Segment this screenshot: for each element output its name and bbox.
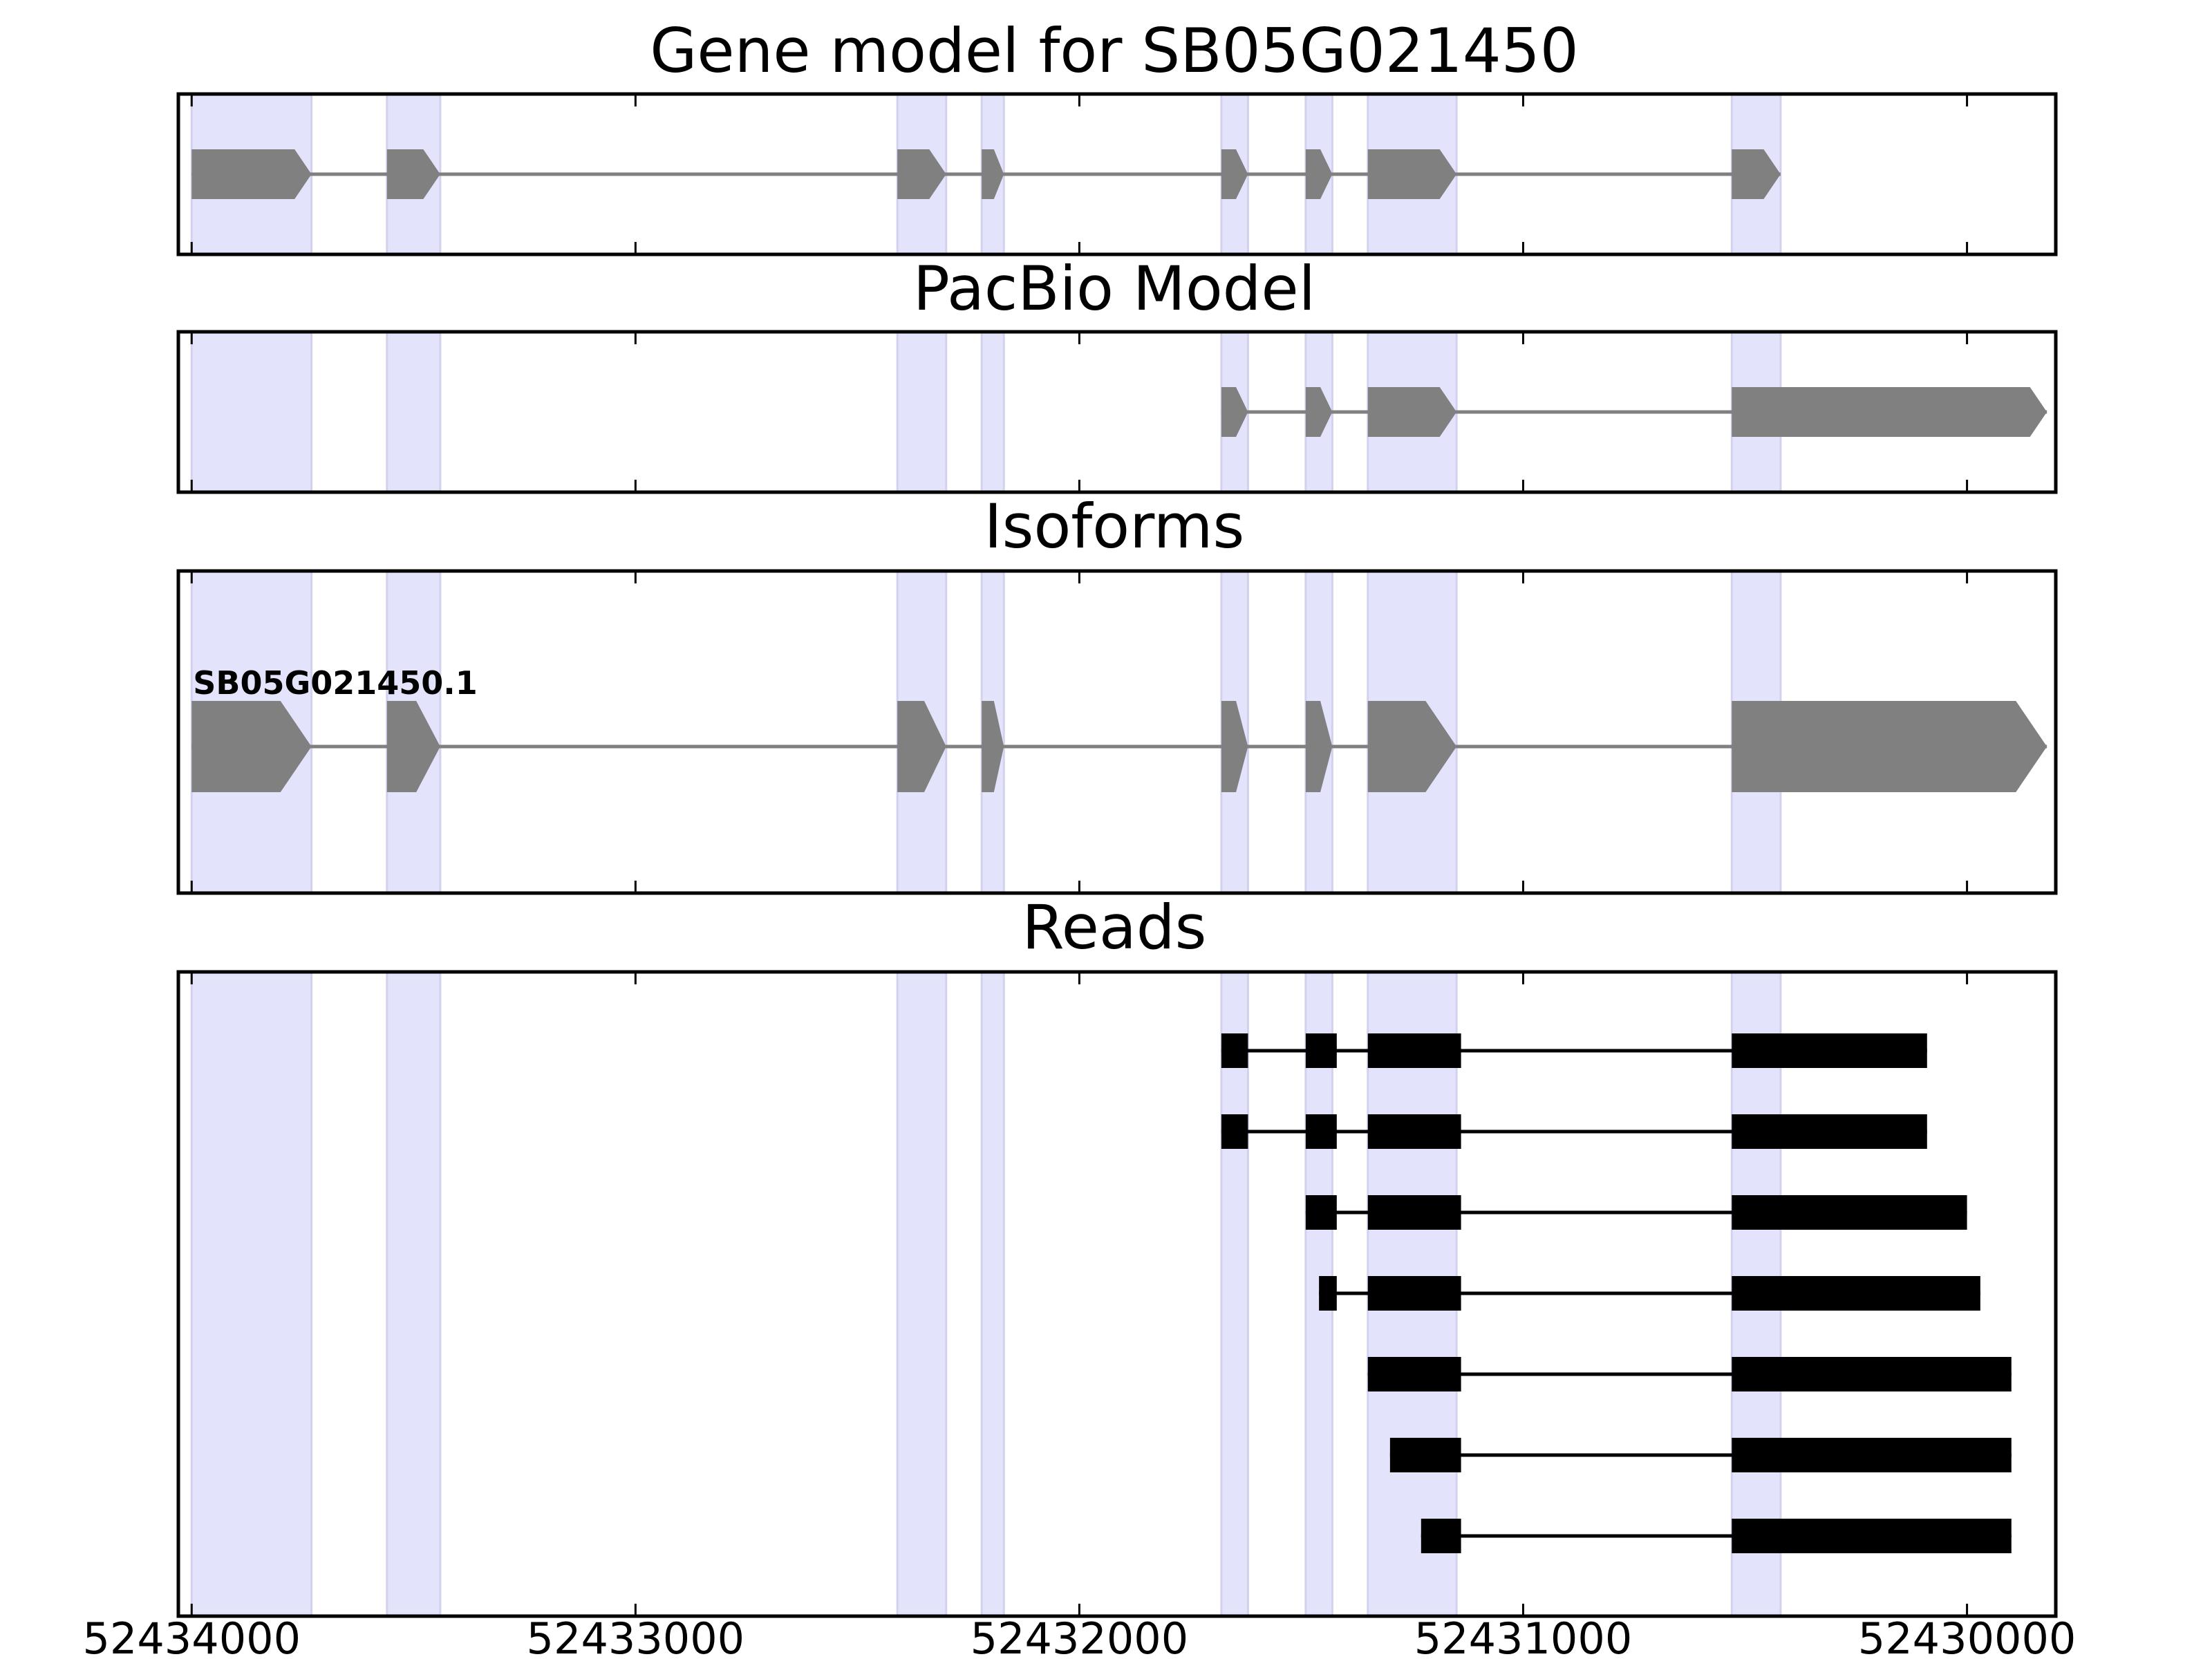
isoforms-exon-2 bbox=[386, 701, 440, 792]
gene-model-exon-8 bbox=[1732, 149, 1781, 199]
highlight-band bbox=[896, 330, 948, 494]
gene-model-exon-1 bbox=[191, 149, 312, 199]
highlight-band bbox=[980, 971, 1005, 1618]
panel-frame bbox=[176, 970, 2058, 1618]
panel-title-pacbio-model: PacBio Model bbox=[913, 253, 1315, 324]
isoforms-exon-3 bbox=[897, 701, 946, 792]
gene-model-exon-7 bbox=[1367, 149, 1457, 199]
pacbio-model-exon-4 bbox=[1732, 387, 2047, 437]
highlight-band bbox=[190, 330, 313, 494]
read-7-exon-2 bbox=[1732, 1519, 2012, 1553]
x-tick-label: 52430000 bbox=[1858, 1613, 2077, 1659]
gene-model-exon-4 bbox=[982, 149, 1004, 199]
panel-title-reads: Reads bbox=[1022, 892, 1207, 963]
isoforms-exon-8 bbox=[1732, 701, 2047, 792]
panel-title-gene-model: Gene model for SB05G021450 bbox=[650, 15, 1579, 86]
panel-frame bbox=[176, 569, 2058, 895]
read-1-exon-2 bbox=[1305, 1033, 1337, 1068]
highlight-band bbox=[386, 330, 442, 494]
x-tick-label: 52432000 bbox=[971, 1613, 1189, 1659]
isoforms-exon-4 bbox=[982, 701, 1004, 792]
pacbio-model-exon-2 bbox=[1305, 387, 1333, 437]
read-1-exon-4 bbox=[1732, 1033, 1927, 1068]
highlight-band bbox=[896, 971, 948, 1618]
isoforms-exon-6 bbox=[1305, 701, 1333, 792]
x-tick-label: 52431000 bbox=[1414, 1613, 1633, 1659]
read-4-exon-1 bbox=[1319, 1276, 1337, 1311]
gene-model-exon-3 bbox=[897, 149, 946, 199]
isoforms-exon-5 bbox=[1221, 701, 1248, 792]
read-3-exon-1 bbox=[1305, 1195, 1337, 1230]
read-2-exon-2 bbox=[1305, 1114, 1337, 1149]
panel-frame bbox=[176, 330, 2058, 494]
panel-title-isoforms: Isoforms bbox=[984, 491, 1245, 562]
pacbio-model-exon-3 bbox=[1367, 387, 1457, 437]
panel-isoforms: Isoforms SB05G021450.1 bbox=[176, 491, 2058, 895]
panel-gene-model: Gene model for SB05G021450 bbox=[176, 15, 2058, 256]
highlight-band bbox=[190, 971, 313, 1618]
read-4-exon-3 bbox=[1732, 1276, 1980, 1311]
read-2-exon-1 bbox=[1221, 1114, 1248, 1149]
x-tick-label: 52434000 bbox=[82, 1613, 301, 1659]
read-3-exon-2 bbox=[1367, 1195, 1461, 1230]
read-3-exon-3 bbox=[1732, 1195, 1967, 1230]
gene-model-exon-2 bbox=[386, 149, 440, 199]
read-1-exon-1 bbox=[1221, 1033, 1248, 1068]
gene-model-exon-6 bbox=[1305, 149, 1333, 199]
read-2-exon-3 bbox=[1367, 1114, 1461, 1149]
panel-reads: Reads bbox=[176, 892, 2058, 1618]
highlight-band bbox=[1220, 971, 1249, 1618]
panel-frame bbox=[176, 92, 2058, 256]
read-2-exon-4 bbox=[1732, 1114, 1927, 1149]
isoforms-exon-1 bbox=[191, 701, 312, 792]
read-5-exon-2 bbox=[1732, 1357, 2012, 1391]
gene-model-exon-5 bbox=[1221, 149, 1248, 199]
read-6-exon-1 bbox=[1389, 1438, 1461, 1472]
read-6-exon-2 bbox=[1732, 1438, 2012, 1472]
isoforms-exon-7 bbox=[1367, 701, 1457, 792]
read-7-exon-1 bbox=[1421, 1519, 1461, 1553]
x-tick-label: 52433000 bbox=[527, 1613, 745, 1659]
highlight-band bbox=[386, 971, 442, 1618]
x-axis-tick-labels: 52434000 52433000 52432000 52431000 52430000 bbox=[82, 1613, 2076, 1659]
panel-pacbio-model: PacBio Model bbox=[176, 253, 2058, 494]
read-5-exon-1 bbox=[1367, 1357, 1461, 1391]
read-4-exon-2 bbox=[1367, 1276, 1461, 1311]
highlight-band bbox=[980, 330, 1005, 494]
read-1-exon-3 bbox=[1367, 1033, 1461, 1068]
pacbio-model-exon-1 bbox=[1221, 387, 1248, 437]
isoform-label: SB05G021450.1 bbox=[193, 664, 477, 702]
